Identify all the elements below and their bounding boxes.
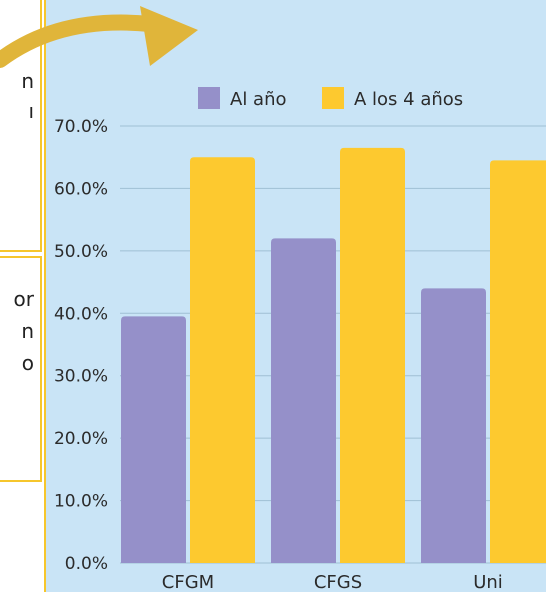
x-category-label: CFGS xyxy=(314,572,362,592)
legend-label-a-los-4-anos: A los 4 años xyxy=(354,89,463,110)
text-box-bottom: or n o xyxy=(0,256,42,482)
bar-uni-series-1 xyxy=(421,288,486,563)
arrow-icon xyxy=(0,6,198,68)
bar-cfgm-series-2 xyxy=(190,157,255,563)
bar-cfgm-series-1 xyxy=(121,316,186,563)
text-fragment: n xyxy=(21,69,34,93)
y-tick-label: 40.0% xyxy=(54,304,108,324)
y-tick-label: 70.0% xyxy=(54,117,108,137)
x-category-label: CFGM xyxy=(162,572,214,592)
y-tick-label: 50.0% xyxy=(54,242,108,262)
text-fragment: o xyxy=(21,351,34,375)
legend-swatch-al-ano xyxy=(198,87,220,109)
y-tick-label: 0.0% xyxy=(65,554,108,574)
y-tick-label: 30.0% xyxy=(54,367,108,387)
bar-uni-series-2 xyxy=(490,160,546,563)
text-fragment: or xyxy=(13,287,34,311)
x-category-label: Uni xyxy=(473,572,503,592)
legend-label-al-ano: Al año xyxy=(230,89,287,110)
bar-cfgs-series-2 xyxy=(340,147,405,563)
y-tick-label: 10.0% xyxy=(54,492,108,512)
legend-swatch-a-los-4-anos xyxy=(322,87,344,109)
y-tick-label: 20.0% xyxy=(54,429,108,449)
text-fragment: ı xyxy=(28,99,34,123)
text-fragment: n xyxy=(21,319,34,343)
y-tick-label: 60.0% xyxy=(54,179,108,199)
bar-cfgs-series-1 xyxy=(271,238,336,563)
